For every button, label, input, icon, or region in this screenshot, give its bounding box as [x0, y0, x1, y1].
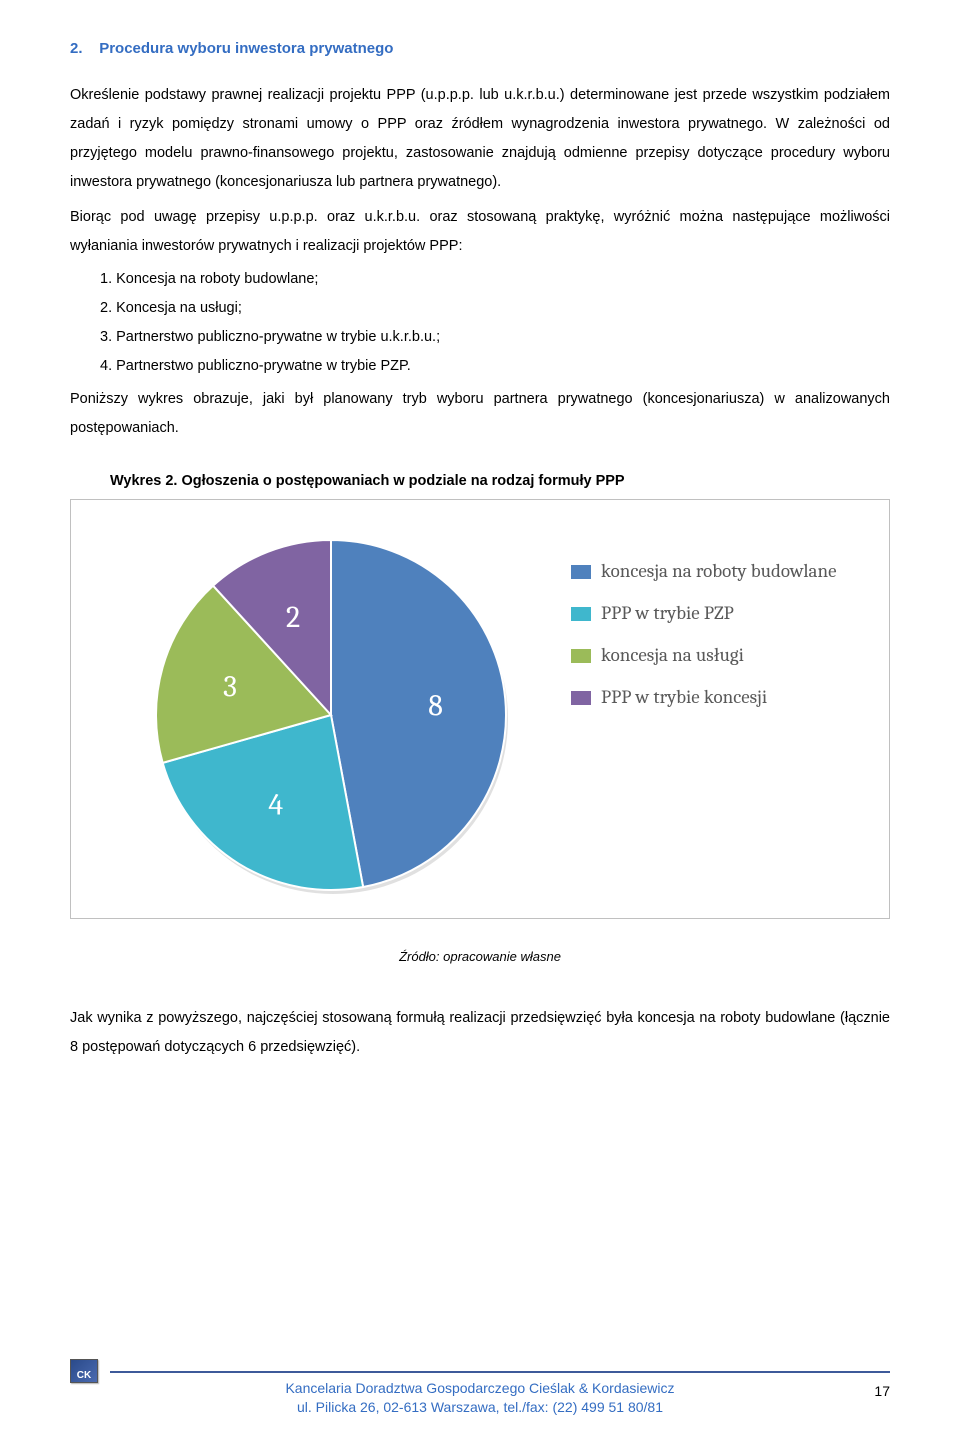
legend-item: PPP w trybie koncesji — [571, 686, 851, 708]
page-number: 17 — [874, 1383, 890, 1399]
legend-item: koncesja na roboty budowlane — [571, 560, 851, 582]
list-item: 4. Partnerstwo publiczno-prywatne w tryb… — [100, 352, 890, 381]
pie-chart-frame: 8 4 3 2 koncesja na roboty budowlane PPP w t… — [70, 499, 890, 919]
paragraph-1: Określenie podstawy prawnej realizacji p… — [70, 81, 890, 197]
paragraph-2-lead: Biorąc pod uwagę przepisy u.p.p.p. oraz … — [70, 203, 890, 261]
list-item: 1. Koncesja na roboty budowlane; — [100, 265, 890, 294]
pie-slice-label: 3 — [223, 669, 237, 704]
footer-divider — [110, 1371, 890, 1373]
section-heading: 2. Procedura wyboru inwestora prywatnego — [70, 40, 890, 57]
pie-slice-label: 8 — [428, 688, 443, 723]
section-number: 2. — [70, 40, 83, 57]
legend-swatch — [571, 649, 591, 663]
legend-item: koncesja na usługi — [571, 644, 851, 666]
legend-label: PPP w trybie koncesji — [601, 686, 767, 708]
pie-chart: 8 4 3 2 — [151, 535, 501, 885]
legend-item: PPP w trybie PZP — [571, 602, 851, 624]
legend-label: koncesja na usługi — [601, 644, 744, 666]
footer-logo-text: CK — [77, 1370, 91, 1381]
footer-line2: ul. Pilicka 26, 02-613 Warszawa, tel./fa… — [297, 1399, 663, 1415]
pie-slice — [331, 540, 506, 887]
chart-source: Źródło: opracowanie własne — [70, 949, 890, 964]
paragraph-4: Jak wynika z powyższego, najczęściej sto… — [70, 1004, 890, 1062]
pie-slice-label: 4 — [268, 787, 283, 822]
chart-legend: koncesja na roboty budowlane PPP w trybie… — [571, 560, 851, 728]
legend-label: PPP w trybie PZP — [601, 602, 734, 624]
legend-swatch — [571, 565, 591, 579]
list-item: 2. Koncesja na usługi; — [100, 294, 890, 323]
chart-title: Wykres 2. Ogłoszenia o postępowaniach w … — [110, 473, 890, 489]
footer-line1: Kancelaria Doradztwa Gospodarczego Cieśl… — [285, 1380, 674, 1396]
legend-label: koncesja na roboty budowlane — [601, 560, 836, 582]
legend-swatch — [571, 607, 591, 621]
page-footer: CK Kancelaria Doradztwa Gospodarczego Ci… — [70, 1357, 890, 1418]
list-item: 3. Partnerstwo publiczno-prywatne w tryb… — [100, 323, 890, 352]
ppp-options-list: 1. Koncesja na roboty budowlane; 2. Konc… — [100, 265, 890, 381]
pie-slice-label: 2 — [286, 600, 300, 635]
section-title-text: Procedura wyboru inwestora prywatnego — [99, 40, 393, 57]
legend-swatch — [571, 691, 591, 705]
footer-logo-icon: CK — [70, 1359, 98, 1383]
paragraph-3: Poniższy wykres obrazuje, jaki był plano… — [70, 385, 890, 443]
footer-text: Kancelaria Doradztwa Gospodarczego Cieśl… — [70, 1357, 890, 1418]
